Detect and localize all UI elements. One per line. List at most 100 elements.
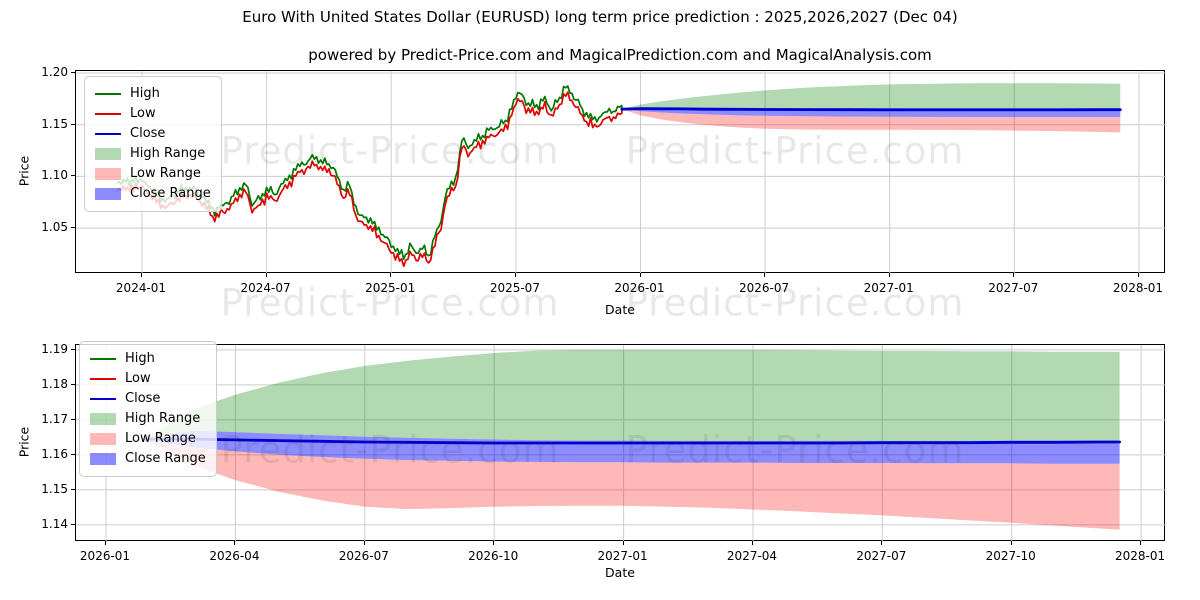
legend-label: Low Range <box>130 166 201 181</box>
top-chart-x-tick-label: 2028-01 <box>1112 281 1164 295</box>
legend-item-close-range: Close Range <box>95 184 211 204</box>
legend-item-high-range: High Range <box>90 409 206 429</box>
bottom-chart-x-tick-label: 2026-04 <box>209 549 260 563</box>
legend-line-swatch <box>90 357 116 361</box>
legend-item-high: High <box>95 84 211 104</box>
bottom-chart-y-tickmark <box>71 383 75 385</box>
legend-label: Close <box>130 126 166 141</box>
low-range-band <box>144 439 1120 530</box>
bottom-chart-x-tick-label: 2026-01 <box>79 549 131 563</box>
legend-item-low-range: Low Range <box>90 429 206 449</box>
legend-patch-swatch <box>90 433 116 445</box>
watermark-text: Predict-Price.com <box>220 281 560 325</box>
top-chart-y-tickmark <box>71 123 75 125</box>
bottom-chart-y-tick-label: 1.15 <box>41 481 68 496</box>
bottom-chart-x-tickmark <box>363 541 365 545</box>
legend-label: High <box>125 351 155 366</box>
bottom-chart-x-tickmark <box>234 541 236 545</box>
top-chart-x-tick-label: 2024-01 <box>115 281 167 295</box>
bottom-chart-x-tickmark <box>1140 541 1142 545</box>
top-chart-x-tick-label: 2026-07 <box>739 281 790 295</box>
bottom-chart-y-tickmark <box>71 453 75 455</box>
top-chart-x-tickmark <box>1138 273 1139 277</box>
legend-label: Low <box>125 371 151 386</box>
top-chart-y-tick-label: 1.15 <box>41 116 68 131</box>
legend-line-swatch <box>95 92 121 96</box>
top-chart-x-tick-label: 2027-07 <box>988 281 1039 295</box>
legend-patch-swatch <box>95 188 121 200</box>
bottom-chart-x-tick-label: 2027-04 <box>726 549 778 563</box>
bottom-chart-y-tickmark <box>71 523 75 525</box>
top-chart-x-tickmark <box>764 273 766 277</box>
high-range-band <box>144 349 1120 441</box>
top-chart-y-tick-label: 1.10 <box>41 168 68 183</box>
top-chart-x-tick-label: 2027-01 <box>863 281 914 295</box>
bottom-chart-x-tickmark <box>1010 541 1012 545</box>
close-line <box>620 107 1122 112</box>
legend-patch-swatch <box>90 413 116 425</box>
bottom-chart-x-tick-label: 2027-01 <box>597 549 648 563</box>
legend-label: High Range <box>130 146 206 161</box>
watermark-text: Predict-Price.com <box>625 428 965 472</box>
bottom-chart-x-tick-label: 2026-10 <box>468 549 519 563</box>
close-line <box>143 437 1121 445</box>
bottom-chart-y-tickmark <box>71 418 75 420</box>
high-range-band <box>621 83 1121 110</box>
bottom-chart-y-tickmark <box>71 488 75 490</box>
bottom-chart-y-tick-label: 1.17 <box>41 411 68 426</box>
legend-item-low-range: Low Range <box>95 164 211 184</box>
legend-line-swatch <box>90 397 116 401</box>
bottom-chart-y-tick-label: 1.18 <box>41 376 68 391</box>
low-range-band <box>621 109 1121 133</box>
top-chart-x-tick-label: 2025-01 <box>365 281 416 295</box>
bottom-chart-xlabel: Date <box>605 565 635 580</box>
top-chart-x-tickmark <box>141 273 142 277</box>
bottom-chart-x-tickmark <box>493 541 495 545</box>
top-chart-x-tickmark <box>888 273 890 277</box>
watermark-text: Predict-Price.com <box>625 281 965 325</box>
bottom-chart-x-tick-label: 2027-10 <box>985 549 1036 563</box>
watermark-text: Predict-Price.com <box>220 129 560 173</box>
top-chart-x-tick-label: 2024-07 <box>240 281 291 295</box>
legend-patch-swatch <box>95 148 121 160</box>
top-chart-x-tickmark <box>514 273 516 277</box>
legend-label: High Range <box>125 411 201 426</box>
legend-label: High <box>130 86 160 101</box>
top-chart-x-tickmark <box>265 273 267 277</box>
legend-label: Low <box>130 106 156 121</box>
legend-item-low: Low <box>95 104 211 124</box>
bottom-chart-x-tickmark <box>622 541 624 545</box>
legend-item-high: High <box>90 349 206 369</box>
top-chart-subtitle: powered by Predict-Price.com and Magical… <box>308 46 932 64</box>
bottom-chart-x-tick-label: 2026-07 <box>338 549 389 563</box>
top-chart-x-tick-label: 2025-07 <box>489 281 540 295</box>
top-chart-x-tickmark <box>1013 273 1015 277</box>
top-chart-y-tick-label: 1.05 <box>41 220 68 235</box>
legend-line-swatch <box>95 112 121 116</box>
bottom-chart-y-tick-label: 1.16 <box>41 446 68 461</box>
bottom-chart-x-tickmark <box>881 541 883 545</box>
bottom-chart-x-tickmark <box>752 541 753 545</box>
bottom-chart-x-tick-label: 2028-01 <box>1115 549 1166 563</box>
gridlines <box>76 71 1166 274</box>
close-range-band <box>144 430 1120 464</box>
figure-title: Euro With United States Dollar (EURUSD) … <box>242 8 958 26</box>
top-chart-y-tick-label: 1.20 <box>41 65 68 79</box>
legend-label: Low Range <box>125 431 196 446</box>
legend-patch-swatch <box>95 168 121 180</box>
legend-line-swatch <box>95 132 121 136</box>
top-chart-plot <box>76 71 1166 274</box>
bottom-chart-legend: High Low Close High Range Low Range Close Ran… <box>79 341 217 477</box>
legend-label: Close <box>125 391 161 406</box>
top-chart-y-tickmark <box>71 175 75 177</box>
legend-line-swatch <box>90 377 116 381</box>
watermark-text: Predict-Price.com <box>220 428 560 472</box>
top-chart-legend: High Low Close High Range Low Range Close Ran… <box>84 76 222 212</box>
legend-patch-swatch <box>90 453 116 465</box>
top-chart-xlabel: Date <box>605 302 635 317</box>
watermark-text: Predict-Price.com <box>625 129 965 173</box>
top-chart-x-tickmark <box>390 273 392 277</box>
legend-item-close: Close <box>90 389 206 409</box>
legend-item-high-range: High Range <box>95 144 211 164</box>
